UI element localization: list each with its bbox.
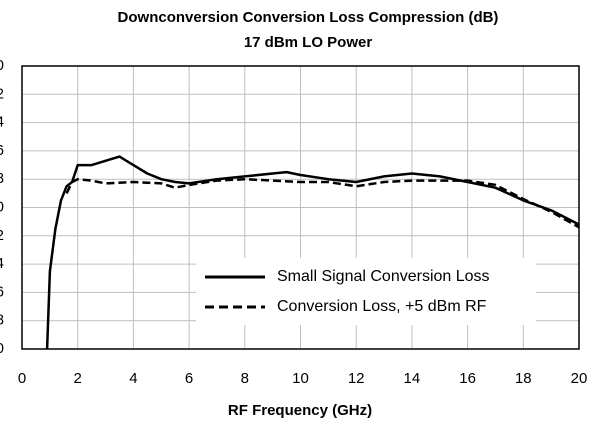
y-tick-label: 6 (0, 142, 4, 159)
y-tick-label: 14 (0, 255, 4, 272)
y-tick-label: 8 (0, 170, 4, 187)
x-tick-label: 16 (459, 370, 476, 387)
y-tick-label: 10 (0, 198, 4, 215)
x-tick-label: 20 (571, 370, 588, 387)
x-tick-label: 12 (348, 370, 365, 387)
x-tick-label: 8 (241, 370, 249, 387)
chart-subtitle: 17 dBm LO Power (244, 34, 373, 51)
x-axis-title: RF Frequency (GHz) (228, 402, 372, 419)
x-tick-label: 18 (515, 370, 532, 387)
y-tick-label: 12 (0, 227, 4, 244)
legend-label: Conversion Loss, +5 dBm RF (277, 298, 487, 315)
data-line (65, 177, 580, 229)
y-tick-label: 16 (0, 283, 4, 300)
x-tick-label: 2 (74, 370, 82, 387)
y-tick-label: 20 (0, 340, 4, 357)
data-line (45, 155, 580, 350)
x-tick-label: 10 (292, 370, 309, 387)
legend-box (196, 258, 536, 325)
y-tick-label: 2 (0, 85, 4, 102)
y-tick-label: 0 (0, 57, 4, 74)
x-tick-label: 14 (404, 370, 421, 387)
y-tick-label: 18 (0, 312, 4, 329)
chart-title: Downconversion Conversion Loss Compressi… (118, 9, 499, 26)
plot-frame (21, 65, 580, 350)
x-tick-label: 0 (18, 370, 26, 387)
x-tick-label: 6 (185, 370, 193, 387)
y-tick-label: 4 (0, 114, 4, 131)
x-tick-label: 4 (129, 370, 137, 387)
legend-label: Small Signal Conversion Loss (277, 268, 490, 285)
